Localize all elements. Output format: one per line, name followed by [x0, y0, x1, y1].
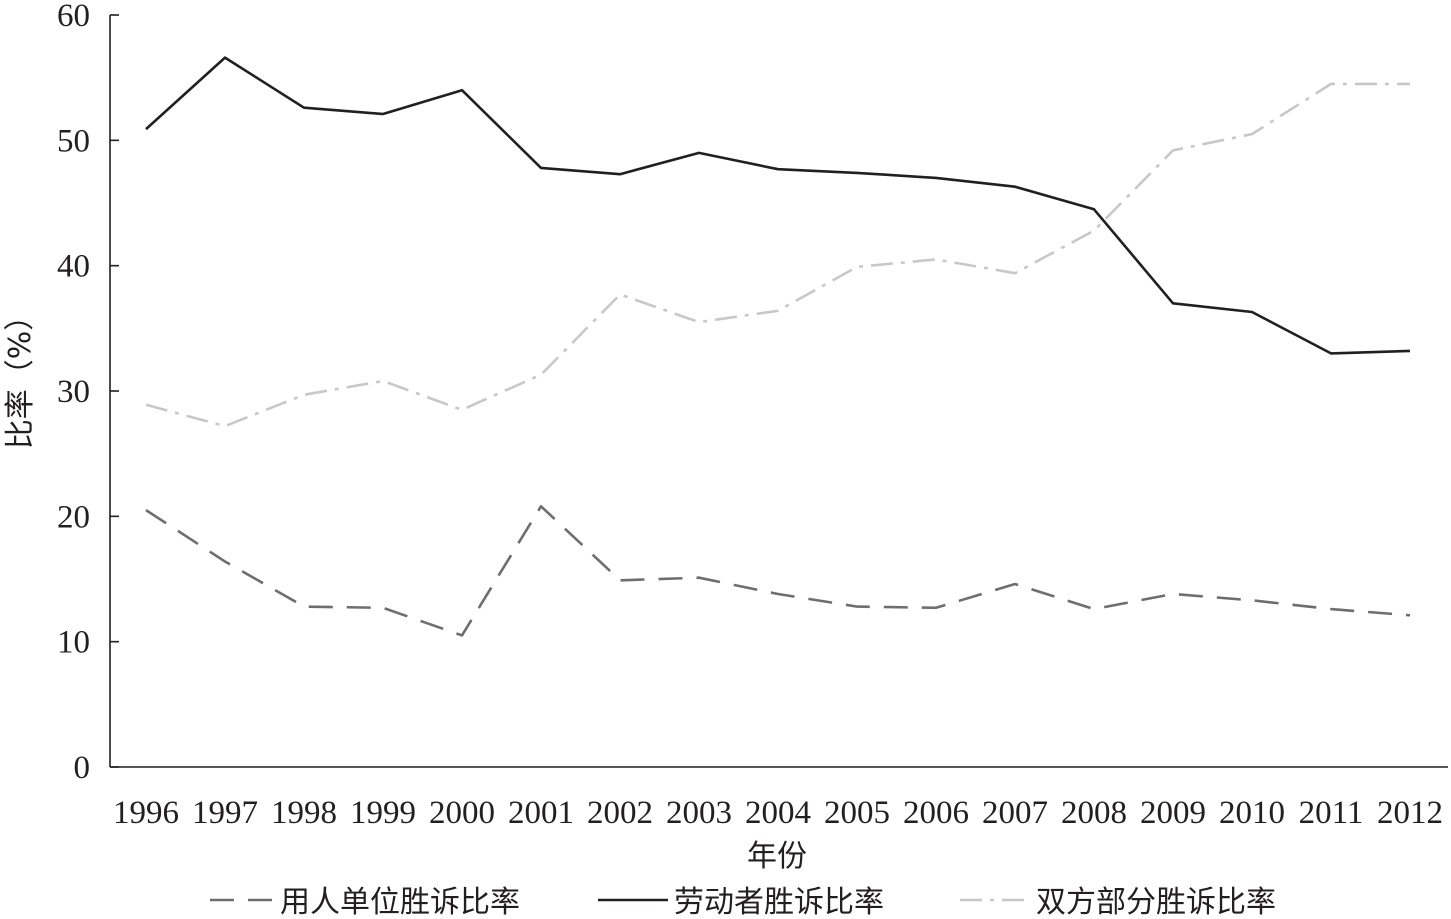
- legend-label-employer: 用人单位胜诉比率: [280, 885, 520, 919]
- y-axis-title: 比率（%）: [3, 301, 38, 450]
- legend-label-worker: 劳动者胜诉比率: [674, 885, 884, 919]
- x-tick-label: 2001: [508, 795, 574, 831]
- y-tick-label: 60: [57, 0, 90, 34]
- y-tick-label: 20: [57, 499, 90, 535]
- x-tick-label: 1997: [192, 795, 258, 831]
- x-tick-label: 1999: [350, 795, 416, 831]
- x-tick-label: 2003: [666, 795, 732, 831]
- x-tick-label: 2008: [1061, 795, 1127, 831]
- x-tick-label: 2007: [982, 795, 1048, 831]
- x-tick-label: 2010: [1219, 795, 1285, 831]
- y-tick-label: 0: [74, 750, 91, 786]
- x-tick-label: 1998: [271, 795, 337, 831]
- y-tick-label: 30: [57, 374, 90, 410]
- x-tick-label: 2009: [1140, 795, 1206, 831]
- x-tick-label: 2000: [429, 795, 495, 831]
- x-tick-label: 2006: [903, 795, 969, 831]
- y-ticks: 0 10 20 30 40 50 60: [57, 0, 119, 786]
- y-tick-label: 50: [57, 123, 90, 159]
- x-tick-label: 2012: [1377, 795, 1443, 831]
- x-tick-label: 1996: [113, 795, 179, 831]
- axes: [109, 15, 1448, 768]
- x-tick-label: 2004: [745, 795, 811, 831]
- x-tick-label: 2011: [1299, 795, 1364, 831]
- x-tick-label: 2002: [587, 795, 653, 831]
- y-tick-label: 40: [57, 249, 90, 285]
- x-axis-title: 年份: [747, 839, 807, 874]
- y-tick-label: 10: [57, 625, 90, 661]
- series-line-worker: [145, 56, 1411, 355]
- legend-label-both: 双方部分胜诉比率: [1036, 885, 1276, 919]
- series-line-both: [145, 82, 1410, 428]
- x-tick-label: 2005: [824, 795, 890, 831]
- legend: 用人单位胜诉比率 劳动者胜诉比率 双方部分胜诉比率: [210, 885, 1276, 919]
- series-lines: [145, 56, 1411, 637]
- x-ticks: 1996 1997 1998 1999 2000 2001 2002 2003 2004 2005…: [113, 795, 1443, 831]
- series-line-employer: [145, 504, 1411, 637]
